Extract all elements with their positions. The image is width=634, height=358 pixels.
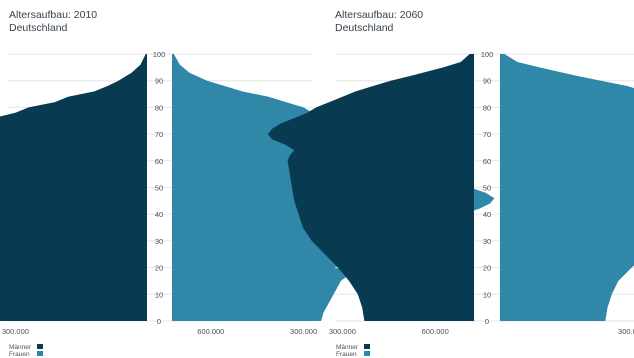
age-tick-label: 30	[483, 237, 491, 246]
legend-label: Männer	[336, 344, 359, 351]
age-tick-label: 100	[153, 50, 166, 59]
x-tick-label: 300.000	[618, 327, 634, 336]
chart-title-2010: Altersaufbau: 2010 Deutschland	[9, 9, 97, 35]
legend-swatch	[364, 344, 370, 349]
age-tick-label: 20	[483, 264, 491, 273]
x-tick-label: 300.000	[2, 327, 29, 336]
age-tick-label: 40	[483, 210, 491, 219]
age-tick-label: 30	[155, 237, 163, 246]
age-tick-label: 100	[481, 50, 494, 59]
chart-subtitle-2060: Deutschland	[335, 22, 394, 34]
legend-swatch	[364, 351, 370, 356]
age-tick-label: 50	[483, 184, 491, 193]
series-maenner-area	[0, 54, 147, 321]
chart-title-2060: Altersaufbau: 2060 Deutschland	[335, 9, 423, 35]
x-tick-label: 300.000	[329, 327, 356, 336]
age-tick-label: 70	[155, 130, 163, 139]
age-tick-label: 60	[155, 157, 163, 166]
age-tick-label: 0	[157, 317, 161, 326]
x-tick-label: 600.000	[197, 327, 224, 336]
age-tick-label: 90	[155, 77, 163, 86]
x-tick-label: 300.000	[290, 327, 317, 336]
legend-swatch	[37, 351, 43, 356]
legend-label: Frauen	[336, 351, 357, 358]
age-tick-label: 90	[483, 77, 491, 86]
chart-title-2060-main: Altersaufbau: 2060	[335, 9, 424, 21]
series-maenner-area	[267, 54, 474, 321]
age-tick-label: 20	[155, 264, 163, 273]
age-tick-label: 10	[155, 290, 163, 299]
x-tick-label: 600.000	[422, 327, 449, 336]
age-tick-label: 0	[485, 317, 489, 326]
age-tick-label: 10	[483, 290, 491, 299]
pyramid-chart-1: 0 10 20 30 40 50 60 70 80 90 100 600.000 300.000 300.…	[197, 50, 634, 358]
age-tick-label: 40	[155, 210, 163, 219]
age-tick-label: 50	[155, 184, 163, 193]
age-tick-label: 80	[483, 103, 491, 112]
legend-swatch	[37, 344, 43, 349]
series-frauen-area	[500, 54, 634, 321]
chart-subtitle-2010: Deutschland	[9, 22, 68, 34]
legend-label: Männer	[9, 344, 32, 351]
age-tick-label: 80	[155, 103, 163, 112]
legend-label: Frauen	[9, 351, 30, 358]
age-tick-label: 70	[483, 130, 491, 139]
age-tick-label: 60	[483, 157, 491, 166]
chart-title-2010-main: Altersaufbau: 2010	[9, 9, 98, 21]
